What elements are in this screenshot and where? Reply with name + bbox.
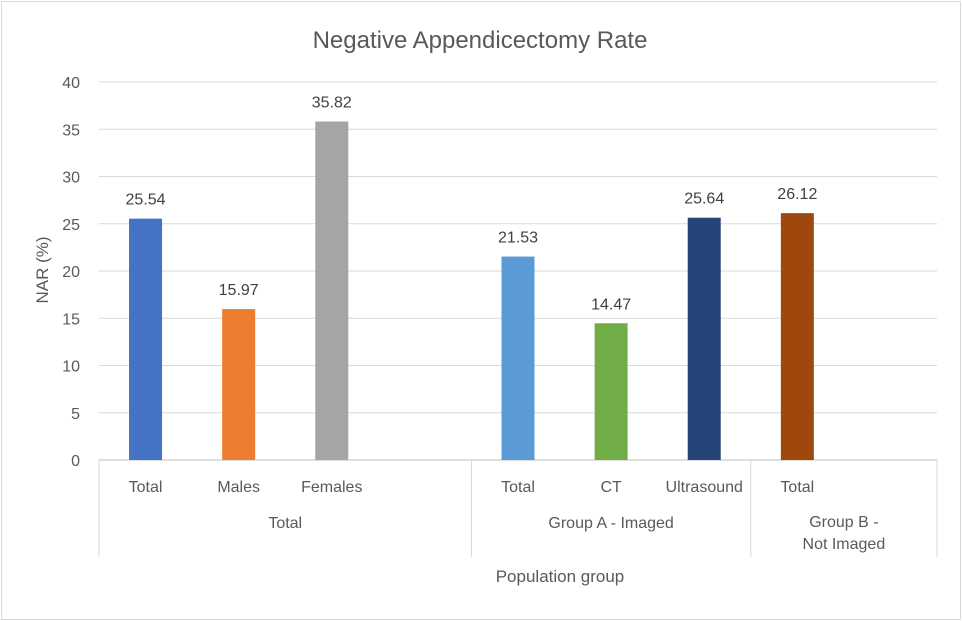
category-label: Males <box>217 479 260 496</box>
bar <box>501 256 535 460</box>
group-label: Not Imaged <box>803 536 886 553</box>
y-tick-label: 40 <box>62 75 80 92</box>
y-axis-title: NAR (%) <box>33 236 52 303</box>
y-axis-ticks: 0 5 10 15 20 25 30 35 40 <box>62 75 80 470</box>
bar <box>780 213 814 460</box>
category-label: Total <box>129 479 163 496</box>
data-label: 26.12 <box>777 186 817 203</box>
y-tick-label: 20 <box>62 264 80 281</box>
data-labels: 25.54 15.97 35.82 21.53 14.47 25.64 26.12 <box>126 95 818 314</box>
y-tick-label: 30 <box>62 170 80 187</box>
category-label: Females <box>301 479 362 496</box>
data-label: 25.54 <box>126 192 166 209</box>
category-label: Total <box>501 479 535 496</box>
group-label: Group B - <box>809 514 878 531</box>
data-label: 25.64 <box>684 191 724 208</box>
category-label: Total <box>780 479 814 496</box>
y-tick-label: 25 <box>62 217 80 234</box>
group-label: Total <box>268 515 302 532</box>
data-label: 35.82 <box>312 95 352 112</box>
y-tick-label: 5 <box>71 406 80 423</box>
bars <box>129 121 814 460</box>
x-axis-title: Population group <box>496 567 625 586</box>
bar <box>222 309 256 460</box>
y-tick-label: 35 <box>62 122 80 139</box>
bar <box>594 323 628 460</box>
bar <box>687 217 721 460</box>
chart-title: Negative Appendicectomy Rate <box>313 27 648 54</box>
bar <box>315 121 349 460</box>
bar <box>129 218 163 460</box>
y-tick-label: 10 <box>62 359 80 376</box>
data-label: 21.53 <box>498 230 538 247</box>
data-label: 15.97 <box>219 282 259 299</box>
data-label: 14.47 <box>591 296 631 313</box>
x-axis: Total Males Females Total CT Ultrasound Total T… <box>98 460 938 557</box>
group-label: Group A - Imaged <box>548 515 673 532</box>
y-tick-label: 15 <box>62 311 80 328</box>
category-label: CT <box>600 479 622 496</box>
y-tick-label: 0 <box>71 453 80 470</box>
category-label: Ultrasound <box>666 479 743 496</box>
